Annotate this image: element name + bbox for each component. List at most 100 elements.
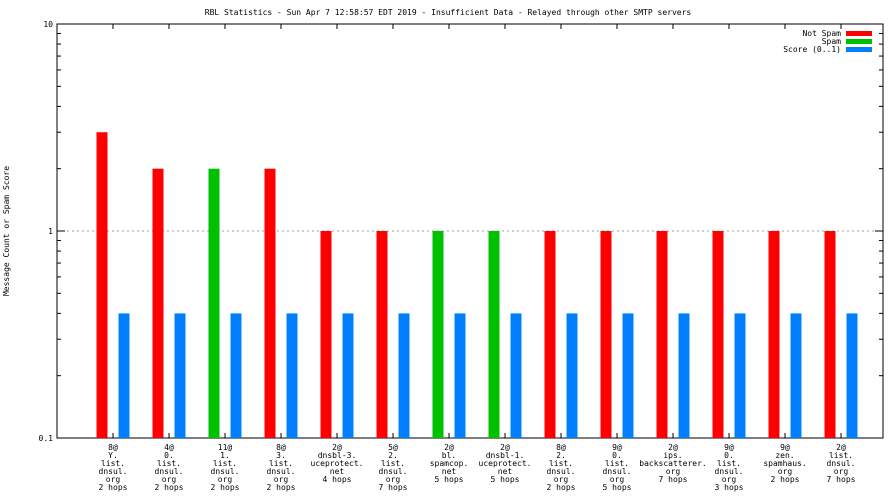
x-tick-label-line: org	[162, 475, 177, 484]
x-tick-label-line: uceprotect.	[311, 459, 364, 468]
x-tick-label: 8@ 2. list. dnsul. org 2 hops	[547, 443, 576, 492]
x-tick-label-line: 0.	[612, 451, 622, 460]
x-tick-label-line: spamhaus.	[763, 459, 806, 468]
y-axis-label: Message Count or Spam Score	[2, 166, 11, 296]
bar	[376, 231, 388, 438]
x-tick-label-line: 7 hops	[659, 475, 688, 484]
x-tick-label: 2@ bl. spamcop. net 5 hops	[430, 443, 469, 484]
x-tick-label-line: net	[330, 467, 345, 476]
x-tick-label-line: org	[386, 475, 401, 484]
x-tick-label-line: 2.	[556, 451, 566, 460]
x-tick-label-line: 8@	[556, 443, 566, 452]
bar	[264, 168, 276, 438]
chart-title: RBL Statistics - Sun Apr 7 12:58:57 EDT …	[205, 8, 692, 17]
x-tick-label: 2@ dnsbl-3. uceprotect. net 4 hops	[311, 443, 364, 484]
y-tick-label: 1	[48, 227, 53, 236]
x-tick-label-line: 7 hops	[827, 475, 856, 484]
x-tick-label-line: 5@	[388, 443, 398, 452]
x-tick-label-line: 2.	[388, 451, 398, 460]
x-tick-label-line: 2 hops	[267, 483, 296, 492]
x-tick-label: 2@ ips. backscatterer. org 7 hops	[639, 443, 706, 484]
x-tick-label-line: dnsul.	[211, 467, 240, 476]
x-tick-label-line: org	[218, 475, 233, 484]
x-tick-label-line: dnsul.	[379, 467, 408, 476]
bar-score	[230, 313, 242, 438]
x-tick-label-line: list.	[717, 459, 741, 468]
x-tick-label-line: list.	[101, 459, 125, 468]
x-tick-label-line: list.	[269, 459, 293, 468]
y-axis-ticks: 0.1 1 10	[39, 20, 883, 443]
bar	[768, 231, 780, 438]
x-tick-label-line: list.	[213, 459, 237, 468]
x-tick-label-line: 2 hops	[155, 483, 184, 492]
legend-label: Not Spam	[802, 29, 841, 38]
x-tick-label-line: net	[498, 467, 513, 476]
bars	[96, 132, 858, 438]
x-tick-label-line: dnsul.	[547, 467, 576, 476]
x-tick-label: 2@ dnsbl-1. uceprotect. net 5 hops	[479, 443, 532, 484]
x-tick-label-line: org	[778, 467, 793, 476]
y-tick-label: 0.1	[39, 434, 54, 443]
legend-swatch	[846, 47, 872, 52]
bar	[488, 231, 500, 438]
x-tick-label-line: dnsul.	[99, 467, 128, 476]
bar	[432, 231, 444, 438]
x-tick-label: 5@ 2. list. dnsul. org 7 hops	[379, 443, 408, 492]
x-tick-label-line: 0.	[164, 451, 174, 460]
bar	[208, 168, 220, 438]
x-tick-label-line: 2@	[500, 443, 510, 452]
legend-swatch	[846, 31, 872, 36]
bar	[656, 231, 668, 438]
bar-score	[790, 313, 802, 438]
x-tick-label-line: list.	[829, 451, 853, 460]
x-tick-label-line: 5 hops	[603, 483, 632, 492]
x-tick-label-line: org	[666, 467, 681, 476]
x-tick-label-line: ips.	[663, 451, 682, 460]
x-tick-label-line: list.	[157, 459, 181, 468]
x-tick-label: 8@ 3. list. dnsul. org 2 hops	[267, 443, 296, 492]
x-tick-label-line: org	[554, 475, 569, 484]
x-tick-label-line: dnsul.	[827, 459, 856, 468]
x-tick-label-line: dnsul.	[603, 467, 632, 476]
x-tick-label-line: Y.	[108, 451, 118, 460]
x-tick-label-line: 4 hops	[323, 475, 352, 484]
x-tick-label-line: 0.	[724, 451, 734, 460]
bar-score	[846, 313, 858, 438]
bar	[824, 231, 836, 438]
x-tick-label-line: 1.	[220, 451, 230, 460]
x-tick-label: 9@ zen. spamhaus. org 2 hops	[763, 443, 806, 484]
x-tick-label-line: net	[442, 467, 457, 476]
x-tick-label-line: 2@	[332, 443, 342, 452]
x-tick-label-line: org	[274, 475, 289, 484]
x-tick-label-line: list.	[605, 459, 629, 468]
x-tick-label-line: 2 hops	[211, 483, 240, 492]
x-tick-label-line: 2@	[836, 443, 846, 452]
x-tick-label-line: org	[610, 475, 625, 484]
bar-score	[398, 313, 410, 438]
x-tick-label: 8@ Y. list. dnsul. org 2 hops	[99, 443, 128, 492]
x-tick-label-line: 5 hops	[435, 475, 464, 484]
x-tick-label-line: 2 hops	[771, 475, 800, 484]
bar-score	[454, 313, 466, 438]
bar-score	[622, 313, 634, 438]
x-tick-label-line: dnsul.	[155, 467, 184, 476]
legend-swatch	[846, 39, 872, 44]
x-tick-label: 9@ 0. list. dnsul. org 3 hops	[715, 443, 744, 492]
x-tick-label-line: 5 hops	[491, 475, 520, 484]
bar-score	[734, 313, 746, 438]
legend-label: Spam	[822, 37, 841, 46]
x-tick-label-line: dnsul.	[267, 467, 296, 476]
bar-score	[510, 313, 522, 438]
bar	[152, 168, 164, 438]
x-tick-label-line: 9@	[724, 443, 734, 452]
x-tick-label-line: 8@	[108, 443, 118, 452]
bar	[320, 231, 332, 438]
x-tick-label: 11@ 1. list. dnsul. org 2 hops	[211, 443, 240, 492]
x-tick-label-line: bl.	[442, 451, 456, 460]
x-tick-label-line: 2 hops	[547, 483, 576, 492]
x-tick-label-line: 9@	[780, 443, 790, 452]
bar-score	[342, 313, 354, 438]
bar	[96, 132, 108, 438]
